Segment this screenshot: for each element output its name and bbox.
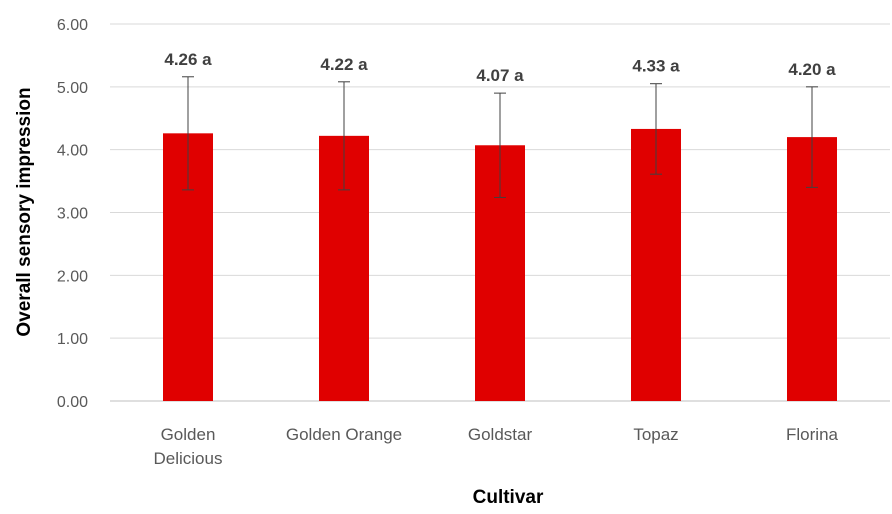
data-label: 4.33 a [632,57,680,76]
x-tick-label: Goldstar [468,425,533,444]
y-tick-label: 4.00 [57,143,88,160]
x-tick-label: Golden Delicious [154,425,223,468]
data-label: 4.26 a [164,50,212,69]
data-label: 4.07 a [476,66,524,85]
y-tick-label: 3.00 [57,206,88,223]
y-axis-ticks: 0.00 1.00 2.00 3.00 4.00 5.00 6.00 [57,17,88,411]
y-tick-label: 0.00 [57,394,88,411]
y-axis-title: Overall sensory impression [14,87,35,336]
y-tick-label: 5.00 [57,80,88,97]
y-tick-label: 2.00 [57,268,88,285]
y-tick-label: 1.00 [57,331,88,348]
data-label: 4.20 a [788,60,836,79]
x-tick-label: Topaz [633,425,678,444]
data-label: 4.22 a [320,55,368,74]
error-bars [182,76,818,198]
data-labels: 4.26 a 4.22 a 4.07 a 4.33 a 4.20 a [164,50,836,85]
y-tick-label: 6.00 [57,17,88,34]
x-tick-label: Florina [786,425,839,444]
x-axis-title: Cultivar [473,487,544,508]
x-axis-ticks: Golden Delicious Golden Orange Goldstar Topa… [154,425,839,468]
x-tick-label: Golden Orange [286,425,402,444]
